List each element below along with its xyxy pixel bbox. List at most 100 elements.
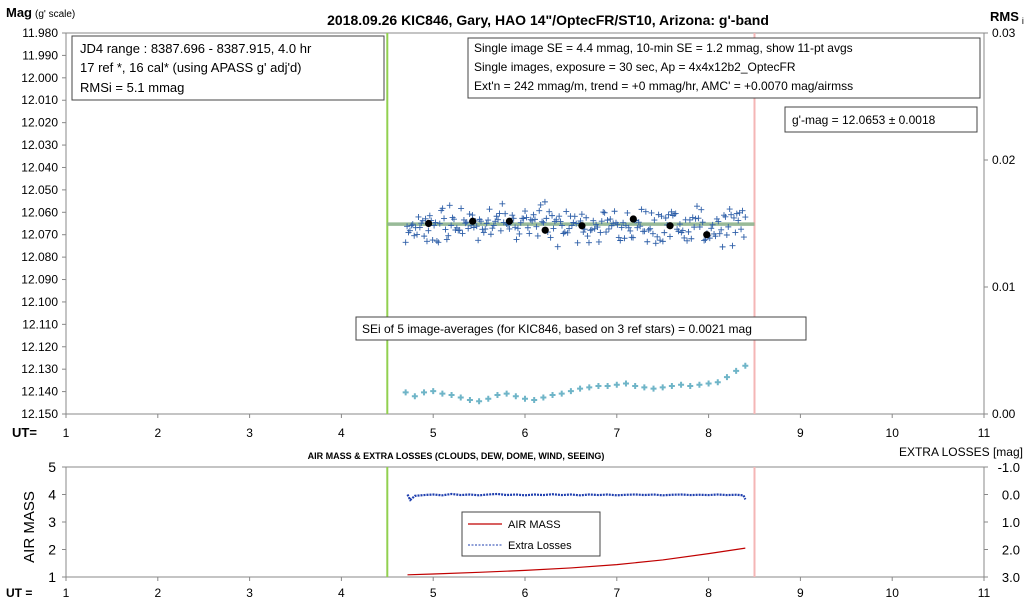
single-measurement-point <box>533 223 540 230</box>
single-measurement-point <box>597 229 604 236</box>
rms-point <box>476 398 483 405</box>
bottom-y2-axis-label: EXTRA LOSSES [mag] <box>899 445 1023 459</box>
single-measurement-point <box>473 223 480 230</box>
single-measurement-point <box>701 237 708 244</box>
y-tick-label: 12.040 <box>21 160 58 174</box>
rms-point <box>540 394 547 401</box>
bottom-x-tick-label: 4 <box>338 586 345 600</box>
rms-point <box>604 383 611 390</box>
single-measurement-point <box>652 240 659 247</box>
x-tick-label: 8 <box>705 426 712 440</box>
bottom-x-tick-label: 6 <box>522 586 529 600</box>
single-measurement-point <box>537 201 544 208</box>
bottom-y-tick-label: 2 <box>48 542 56 558</box>
single-measurement-point <box>684 237 691 244</box>
single-measurement-point <box>729 242 736 249</box>
rms-point <box>421 389 428 396</box>
rms-point <box>723 374 730 381</box>
single-measurement-point <box>594 224 601 231</box>
single-measurement-point <box>661 229 668 236</box>
single-measurement-point <box>607 216 614 223</box>
y-tick-label: 12.130 <box>21 362 58 376</box>
y-tick-label: 12.050 <box>21 183 58 197</box>
rms-point <box>512 393 519 400</box>
x-tick-label: 10 <box>886 426 900 440</box>
single-measurement-point <box>654 233 661 240</box>
single-measurement-point <box>637 223 644 230</box>
y-tick-label: 12.100 <box>21 295 58 309</box>
single-measurement-point <box>526 230 533 237</box>
bottom-x-tick-label: 10 <box>886 586 900 600</box>
single-measurement-point <box>520 215 527 222</box>
rms-point <box>402 389 409 396</box>
single-measurement-point <box>425 227 432 234</box>
single-measurement-point <box>671 210 678 217</box>
y-tick-label: 12.090 <box>21 273 58 287</box>
single-measurement-point <box>691 224 698 231</box>
bottom-chart-title: AIR MASS & EXTRA LOSSES (CLOUDS, DEW, DO… <box>308 451 605 461</box>
single-measurement-point <box>522 208 529 215</box>
single-measurement-point <box>676 221 683 228</box>
y-tick-label: 11.990 <box>22 48 58 62</box>
y-axis-label: Mag (g' scale) <box>6 5 75 20</box>
single-measurement-point <box>499 200 506 207</box>
rms-point <box>503 390 510 397</box>
single-measurement-point <box>675 228 682 235</box>
single-measurement-point <box>402 239 409 246</box>
y2-tick-label: 0.03 <box>992 26 1016 40</box>
single-measurement-point <box>689 214 696 221</box>
single-measurement-point <box>459 230 466 237</box>
y-tick-label: 12.010 <box>21 93 58 107</box>
single-measurement-point <box>529 217 536 224</box>
bottom-x-tick-label: 1 <box>63 586 70 600</box>
single-measurement-point <box>568 222 575 229</box>
single-measurement-point <box>441 215 448 222</box>
single-measurement-point <box>406 227 413 234</box>
y-tick-label: 11.980 <box>22 26 58 40</box>
single-measurement-point <box>742 214 749 221</box>
single-measurement-point <box>516 230 523 237</box>
single-measurement-point <box>648 209 655 216</box>
bottom-x-tick-label: 2 <box>154 586 161 600</box>
legend: AIR MASS Extra Losses <box>461 511 601 557</box>
single-measurement-point <box>578 211 585 218</box>
single-measurement-point <box>615 234 622 241</box>
single-measurement-point <box>496 210 503 217</box>
single-measurement-point <box>604 217 611 224</box>
single-measurement-point <box>450 216 457 223</box>
single-measurement-point <box>618 224 625 231</box>
x-axis-label: UT= <box>12 425 37 440</box>
y-tick-label: 12.000 <box>21 71 58 85</box>
rms-point <box>522 395 528 402</box>
legend-label-extra-losses: Extra Losses <box>508 540 572 552</box>
single-measurement-point <box>641 228 648 235</box>
single-measurement-point <box>554 243 561 250</box>
single-measurement-point <box>487 231 494 238</box>
single-measurement-point <box>624 209 631 216</box>
single-measurement-point <box>439 205 446 212</box>
single-measurement-point <box>509 212 516 219</box>
single-measurement-point <box>566 225 573 232</box>
single-measurement-point <box>550 225 557 232</box>
y-tick-label: 12.150 <box>21 407 58 421</box>
single-measurement-point <box>584 233 591 240</box>
single-measurement-point <box>725 223 732 230</box>
single-measurement-point <box>530 211 537 218</box>
single-measurement-point <box>523 214 530 221</box>
bottom-y-tick-label: 4 <box>48 487 56 503</box>
single-measurement-point <box>662 215 669 222</box>
single-measurement-point <box>442 226 449 233</box>
single-measurement-point <box>642 208 649 215</box>
single-measurement-point <box>740 234 747 241</box>
single-measurement-point <box>514 225 521 232</box>
single-measurement-point <box>497 227 504 234</box>
single-measurement-point <box>423 238 430 245</box>
average-point <box>578 222 586 230</box>
bottom-x-tick-label: 3 <box>246 586 253 600</box>
y-tick-label: 12.060 <box>21 205 58 219</box>
single-measurement-point <box>409 221 416 228</box>
single-measurement-point <box>590 217 597 224</box>
rms-point <box>457 394 464 401</box>
y-tick-label: 12.020 <box>21 116 58 130</box>
